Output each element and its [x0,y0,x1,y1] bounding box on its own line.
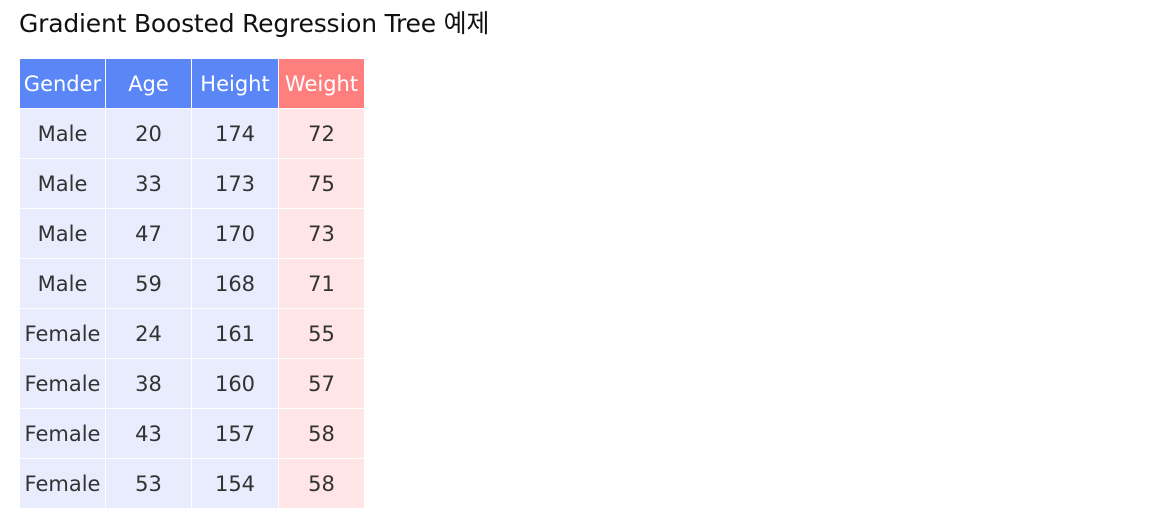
column-header-height: Height [191,58,279,109]
cell-weight: 72 [278,108,365,159]
cell-height: 168 [191,258,279,309]
cell-gender: Male [19,258,106,309]
cell-gender: Male [19,158,106,209]
cell-gender: Female [19,408,106,459]
cell-gender: Female [19,358,106,409]
cell-height: 161 [191,308,279,359]
cell-height: 157 [191,408,279,459]
cell-weight: 55 [278,308,365,359]
cell-height: 154 [191,458,279,509]
column-header-age: Age [105,58,192,109]
cell-height: 160 [191,358,279,409]
cell-weight: 73 [278,208,365,259]
cell-gender: Male [19,108,106,159]
cell-height: 174 [191,108,279,159]
table-header-row: Gender Age Height Weight [19,58,365,109]
cell-age: 33 [105,158,192,209]
cell-age: 53 [105,458,192,509]
table-row: Male 33 173 75 [19,158,365,209]
cell-gender: Female [19,458,106,509]
cell-age: 20 [105,108,192,159]
table-row: Male 20 174 72 [19,108,365,159]
cell-weight: 57 [278,358,365,409]
table-row: Female 38 160 57 [19,358,365,409]
cell-gender: Female [19,308,106,359]
cell-height: 170 [191,208,279,259]
cell-gender: Male [19,208,106,259]
table-row: Female 53 154 58 [19,458,365,509]
cell-weight: 58 [278,458,365,509]
table-row: Male 47 170 73 [19,208,365,259]
page-title: Gradient Boosted Regression Tree 예제 [19,9,490,38]
cell-weight: 75 [278,158,365,209]
table-row: Female 24 161 55 [19,308,365,359]
table-row: Male 59 168 71 [19,258,365,309]
table-row: Female 43 157 58 [19,408,365,459]
cell-weight: 58 [278,408,365,459]
data-table: Gender Age Height Weight Male 20 174 72 … [19,58,365,509]
cell-weight: 71 [278,258,365,309]
cell-age: 47 [105,208,192,259]
column-header-gender: Gender [19,58,106,109]
cell-age: 38 [105,358,192,409]
column-header-weight: Weight [278,58,365,109]
cell-height: 173 [191,158,279,209]
cell-age: 59 [105,258,192,309]
cell-age: 24 [105,308,192,359]
cell-age: 43 [105,408,192,459]
